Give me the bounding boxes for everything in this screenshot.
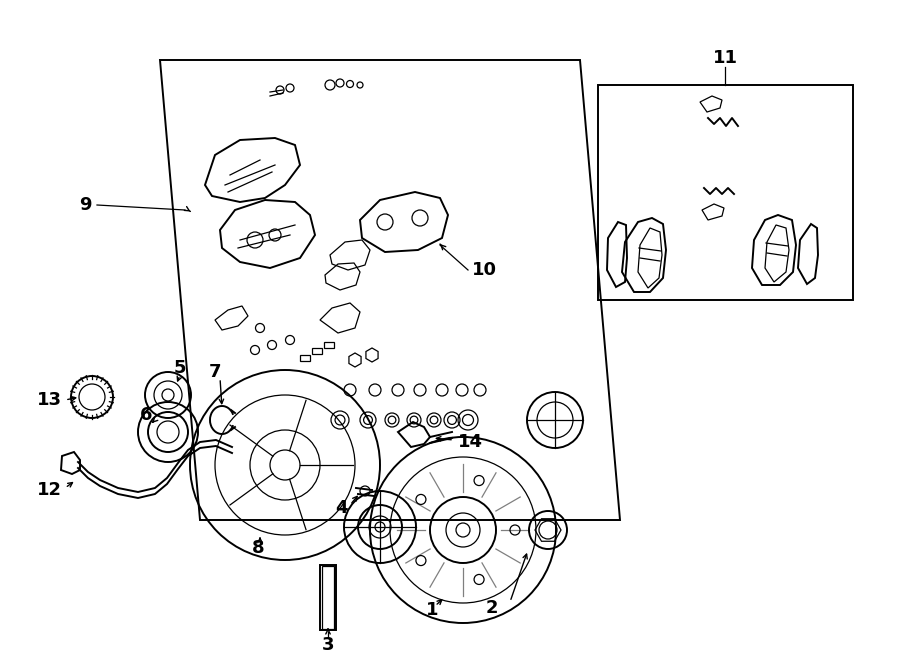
Text: 11: 11 — [713, 49, 737, 67]
Bar — [320, 565, 336, 630]
Text: 12: 12 — [37, 481, 62, 499]
Text: 13: 13 — [37, 391, 62, 409]
Bar — [322, 566, 334, 629]
Bar — [312, 348, 322, 354]
Text: 4: 4 — [336, 499, 348, 517]
Bar — [300, 355, 310, 361]
Text: 2: 2 — [486, 599, 499, 617]
Text: 9: 9 — [79, 196, 92, 214]
Text: 7: 7 — [209, 363, 221, 381]
Text: 6: 6 — [140, 406, 152, 424]
Bar — [324, 342, 334, 348]
Text: 3: 3 — [322, 636, 334, 654]
Text: 5: 5 — [174, 359, 186, 377]
Text: 14: 14 — [458, 433, 483, 451]
Text: 1: 1 — [426, 601, 438, 619]
Text: 8: 8 — [252, 539, 265, 557]
Text: 10: 10 — [472, 261, 497, 279]
Bar — [598, 85, 853, 300]
